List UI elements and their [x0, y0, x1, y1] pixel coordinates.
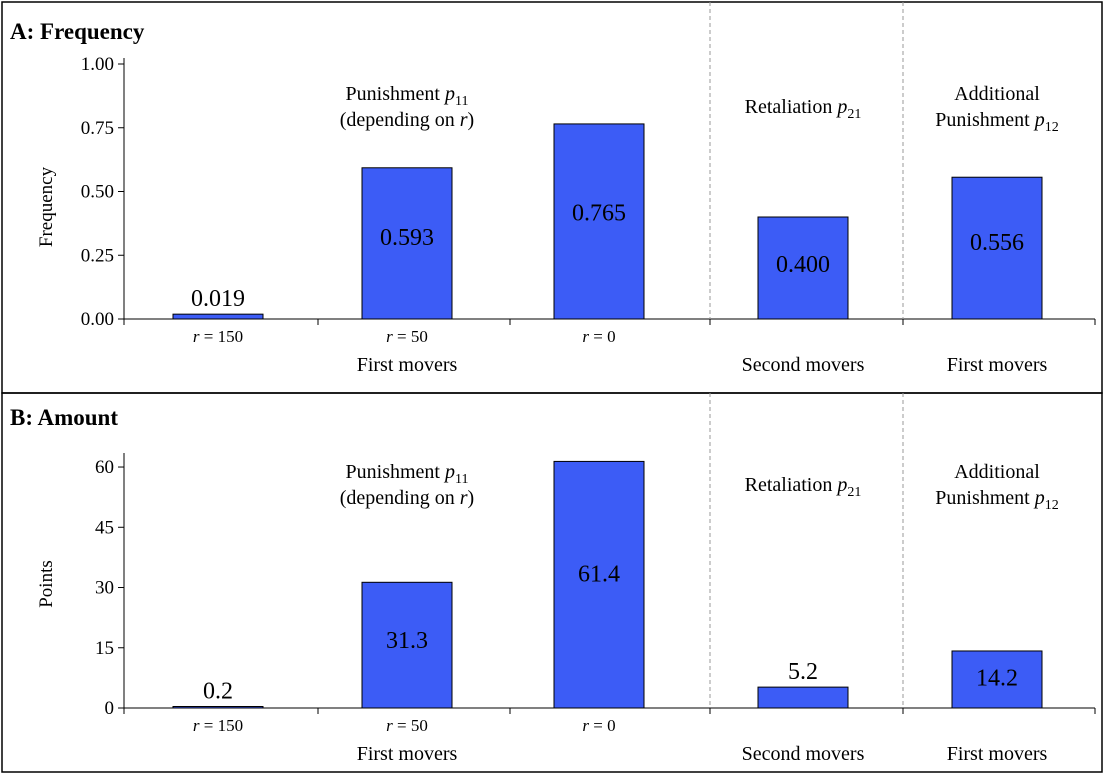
text-part: (depending on — [340, 487, 460, 509]
text-part: r — [193, 327, 200, 346]
y-tick-label: 60 — [95, 457, 114, 478]
chart-title: A: Frequency — [10, 19, 145, 44]
y-axis-label: Points — [36, 560, 57, 608]
bar-value-label: 0.765 — [572, 201, 626, 227]
annotation-additional-line2: Punishment p12 — [935, 109, 1058, 135]
bar-value-label: 0.400 — [776, 252, 830, 278]
bar-value-label: 0.593 — [380, 225, 434, 251]
bar — [757, 216, 849, 320]
bar — [361, 167, 453, 320]
y-tick-label: 1.00 — [81, 54, 114, 75]
text-part: 12 — [1045, 120, 1059, 135]
text-part: Retaliation — [745, 474, 838, 496]
bar-value-label: 31.3 — [386, 628, 428, 654]
annotation-punishment-line2: (depending on r) — [340, 109, 474, 131]
bar-value-label: 14.2 — [976, 666, 1018, 692]
text-part: Punishment — [346, 461, 445, 483]
y-tick-label: 0.25 — [81, 245, 114, 266]
bar-value-label: 5.2 — [788, 659, 818, 685]
text-part: = 150 — [200, 327, 244, 346]
annotation-punishment: Punishment p11 — [346, 461, 469, 487]
group-label: First movers — [357, 354, 458, 376]
text-part: 11 — [455, 472, 468, 487]
panel-border — [1, 392, 1103, 773]
text-part: 12 — [1045, 498, 1059, 513]
text-part: Punishment — [346, 83, 445, 105]
text-part: ) — [468, 109, 475, 131]
bar-value-label: 0.556 — [970, 230, 1024, 256]
annotation-retaliation: Retaliation p21 — [745, 474, 862, 500]
chart-title: B: Amount — [10, 405, 118, 430]
y-tick-label: 0 — [105, 698, 115, 719]
text-part: p — [443, 461, 455, 483]
annotation-additional: Additional — [954, 461, 1040, 483]
bar — [553, 123, 645, 320]
text-part: Retaliation — [745, 96, 838, 118]
x-category-label: r = 0 — [582, 716, 615, 735]
text-part: Additional — [954, 461, 1040, 483]
text-part: = 50 — [393, 716, 428, 735]
bar-value-label: 0.2 — [203, 679, 233, 705]
text-part: (depending on — [340, 109, 460, 131]
text-part: r — [460, 487, 468, 509]
y-tick-label: 0.50 — [81, 182, 114, 203]
bar — [757, 686, 849, 709]
annotation-additional-line2: Punishment p12 — [935, 487, 1058, 513]
group-label: Second movers — [742, 743, 865, 765]
y-axis-label: Frequency — [36, 166, 57, 247]
text-part: Punishment — [935, 487, 1034, 509]
bar — [951, 176, 1043, 320]
group-label: Second movers — [742, 354, 865, 376]
text-part: r — [386, 716, 393, 735]
text-part: r — [460, 109, 468, 131]
text-part: 21 — [847, 485, 861, 500]
text-part: p — [835, 474, 847, 496]
bar — [172, 706, 264, 709]
bar-value-label: 61.4 — [578, 561, 620, 587]
x-category-label: r = 50 — [386, 327, 428, 346]
annotation-additional: Additional — [954, 83, 1040, 105]
group-label: First movers — [357, 743, 458, 765]
text-part: r — [193, 716, 200, 735]
bar — [172, 313, 264, 320]
text-part: 21 — [847, 107, 861, 122]
bar — [951, 650, 1043, 709]
group-label: First movers — [947, 354, 1048, 376]
text-part: 11 — [455, 94, 468, 109]
text-part: Additional — [954, 83, 1040, 105]
text-part: = 0 — [589, 716, 616, 735]
panel-border — [1, 1, 1103, 394]
annotation-punishment: Punishment p11 — [346, 83, 469, 109]
text-part: = 150 — [200, 716, 244, 735]
y-tick-label: 15 — [95, 638, 114, 659]
group-label: First movers — [947, 743, 1048, 765]
text-part: ) — [468, 487, 475, 509]
text-part: Punishment — [935, 109, 1034, 131]
text-part: r — [582, 716, 589, 735]
chart-panel-amount: B: Amount 0 15 30 45 60 Points 0.2 31.3 61.4 5.2 14… — [1, 392, 1103, 773]
x-category-label: r = 0 — [582, 327, 615, 346]
text-part: = 50 — [393, 327, 428, 346]
y-tick-label: 45 — [95, 517, 114, 538]
x-category-label: r = 150 — [193, 716, 243, 735]
text-part: p — [443, 83, 455, 105]
text-part: = 0 — [589, 327, 616, 346]
x-category-label: r = 50 — [386, 716, 428, 735]
y-tick-label: 0.00 — [81, 309, 114, 330]
bar — [553, 460, 645, 709]
text-part: p — [1033, 109, 1045, 131]
text-part: p — [835, 96, 847, 118]
annotation-punishment-line2: (depending on r) — [340, 487, 474, 509]
y-tick-label: 30 — [95, 578, 114, 599]
text-part: r — [386, 327, 393, 346]
chart-panel-frequency: A: Frequency 0.00 0.25 0.50 0.75 1.00 Frequenc… — [1, 1, 1103, 394]
bar — [361, 581, 453, 709]
annotation-retaliation: Retaliation p21 — [745, 96, 862, 122]
text-part: p — [1033, 487, 1045, 509]
x-category-label: r = 150 — [193, 327, 243, 346]
y-tick-label: 0.75 — [81, 118, 114, 139]
bar-value-label: 0.019 — [191, 286, 245, 312]
text-part: r — [582, 327, 589, 346]
